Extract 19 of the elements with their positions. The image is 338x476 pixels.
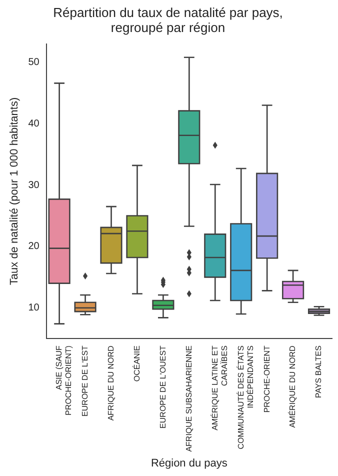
x-tick-label: AFRIQUE SUBSAHARIENNE xyxy=(184,346,194,452)
x-tick-label: PAYS BALTES xyxy=(314,346,324,398)
x-tick-label: OCÉANIE xyxy=(132,346,142,382)
x-tick-label: ASIE (SAUF PROCHE-ORIENT) xyxy=(54,345,74,416)
y-tick-label: 20 xyxy=(28,241,40,252)
y-tick-label: 50 xyxy=(28,57,40,68)
x-axis-title: Région du pays xyxy=(150,457,228,470)
x-tick-label: AMÉRIQUE LATINE ET CARAÏBES xyxy=(210,345,229,430)
y-axis-title: Taux de natalité (pour 1 000 habitants) xyxy=(8,97,21,286)
x-tick-label: EUROPE DE L'EST xyxy=(80,345,90,416)
chart-title: Répartition du taux de natalité par pays, regroupé par région xyxy=(53,5,283,36)
y-tick-label: 30 xyxy=(28,180,40,191)
x-tick-label: PROCHE-ORIENT xyxy=(262,345,272,413)
y-tick-label: 10 xyxy=(28,302,40,314)
x-tick-label: COMMUNAUTÉ DES ÉTATS INDÉPENDANTS xyxy=(236,346,255,450)
x-tick-label: AFRIQUE DU NORD xyxy=(106,345,116,421)
y-tick-label: 40 xyxy=(28,118,40,130)
x-tick-label: EUROPE DE L'OUEST xyxy=(158,345,168,428)
x-tick-label: AMÉRIQUE DU NORD xyxy=(288,345,298,428)
